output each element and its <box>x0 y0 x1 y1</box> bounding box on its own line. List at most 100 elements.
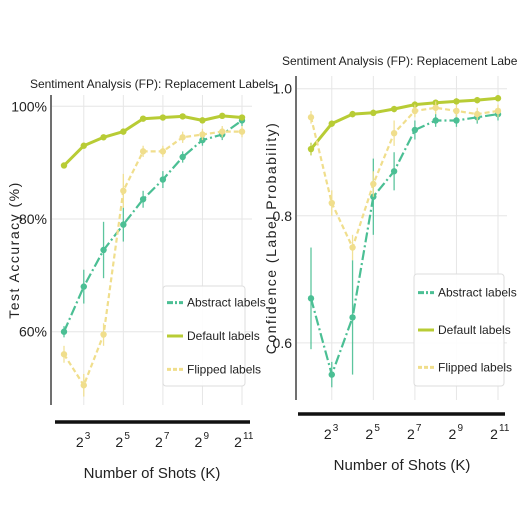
data-point <box>238 114 246 121</box>
data-point <box>307 295 315 302</box>
data-point <box>219 112 226 120</box>
data-point <box>307 145 315 153</box>
x-tick-label: 2 <box>195 434 203 450</box>
x-tick-label: 2 <box>407 426 415 442</box>
chart-title: Sentiment Analysis (FP): Replacement Lab… <box>30 77 274 91</box>
data-point <box>349 244 356 251</box>
data-point <box>432 117 439 124</box>
chart-title: Sentiment Analysis (FP): Replacement Lab… <box>282 54 518 68</box>
data-point <box>179 113 186 120</box>
data-point <box>219 128 226 135</box>
x-tick-label: 2 <box>234 434 242 450</box>
data-point <box>120 187 127 195</box>
data-point <box>199 131 206 138</box>
data-point <box>390 129 398 137</box>
x-axis-label: Number of Shots (K) <box>334 457 471 474</box>
series-line-flipped <box>309 106 499 249</box>
x-tick-exponent: 5 <box>124 431 130 442</box>
legend: Abstract labels Default labels Flipped lab… <box>413 273 517 387</box>
y-tick-label: 60% <box>19 324 47 340</box>
x-tick-label: 2 <box>115 434 123 450</box>
series-flipped <box>60 126 246 397</box>
data-point <box>199 117 206 124</box>
x-tick-label: 2 <box>490 426 498 442</box>
x-tick-exponent: 5 <box>374 423 380 434</box>
left-chart-accuracy: Sentiment Analysis (FP): Replacement Lab… <box>6 77 274 482</box>
data-point <box>453 117 460 124</box>
data-point <box>159 176 167 183</box>
data-point <box>80 382 87 389</box>
data-point <box>139 148 147 155</box>
data-point <box>80 283 87 290</box>
data-point <box>494 95 502 102</box>
data-point <box>349 110 356 118</box>
data-point <box>328 371 335 378</box>
data-point <box>120 221 127 228</box>
x-tick-exponent: 3 <box>85 431 91 442</box>
y-axis-label: Confidence (Label Probability) <box>263 122 279 355</box>
data-point <box>328 199 335 207</box>
y-tick-label: 1.0 <box>273 81 293 97</box>
data-point <box>60 162 68 169</box>
data-point <box>474 96 481 104</box>
data-point <box>307 114 315 121</box>
y-tick-label: 100% <box>11 98 47 114</box>
x-tick-exponent: 7 <box>164 431 170 442</box>
data-point <box>411 107 419 115</box>
series-flipped <box>307 101 502 261</box>
data-point <box>390 168 398 175</box>
data-point <box>432 104 439 111</box>
data-point <box>370 180 377 188</box>
data-point <box>179 153 186 161</box>
x-tick-label: 2 <box>155 434 163 450</box>
series-line-abstract <box>62 119 243 333</box>
data-point <box>60 328 68 335</box>
right-chart-confidence: Sentiment Analysis (FP): Replacement Lab… <box>263 54 518 474</box>
data-point <box>411 126 419 134</box>
data-point <box>139 196 147 203</box>
data-point <box>370 109 377 117</box>
legend-label: Flipped labels <box>438 360 512 374</box>
data-point <box>453 98 460 105</box>
data-point <box>120 128 127 135</box>
data-point <box>100 134 107 141</box>
x-tick-label: 2 <box>365 426 373 442</box>
x-tick-exponent: 9 <box>203 431 209 442</box>
legend-label: Default labels <box>438 323 511 337</box>
series-default <box>307 95 502 156</box>
legend-label: Default labels <box>187 329 260 343</box>
data-point <box>238 128 246 135</box>
legend: Abstract labels Default labels Flipped lab… <box>162 285 266 387</box>
x-tick-exponent: 11 <box>243 431 254 442</box>
x-tick-label: 2 <box>449 426 457 442</box>
series-line-default <box>62 114 243 167</box>
data-point <box>60 351 68 358</box>
data-point <box>100 331 107 338</box>
data-point <box>494 107 502 115</box>
legend-box <box>413 273 505 387</box>
y-axis-label: Test Accuracy (%) <box>6 181 22 319</box>
data-point <box>474 110 481 118</box>
data-point <box>139 115 147 122</box>
x-axis-label: Number of Shots (K) <box>84 465 221 482</box>
series-default <box>60 112 246 169</box>
series-line-flipped <box>63 130 242 387</box>
series-line-abstract <box>309 113 499 376</box>
x-tick-exponent: 3 <box>333 423 339 434</box>
legend-box <box>162 285 246 387</box>
data-point <box>453 107 460 115</box>
legend-label: Abstract labels <box>187 296 266 310</box>
data-point <box>159 114 167 121</box>
x-tick-exponent: 11 <box>499 423 510 434</box>
data-point <box>349 314 356 321</box>
y-tick-label: 80% <box>19 211 47 227</box>
legend-label: Flipped labels <box>187 362 261 376</box>
data-point <box>390 105 398 113</box>
x-tick-label: 2 <box>324 426 332 442</box>
legend-label: Abstract labels <box>438 286 517 300</box>
series-line-default <box>309 96 499 151</box>
x-tick-label: 2 <box>76 434 84 450</box>
data-point <box>159 148 167 155</box>
x-tick-exponent: 9 <box>457 423 463 434</box>
